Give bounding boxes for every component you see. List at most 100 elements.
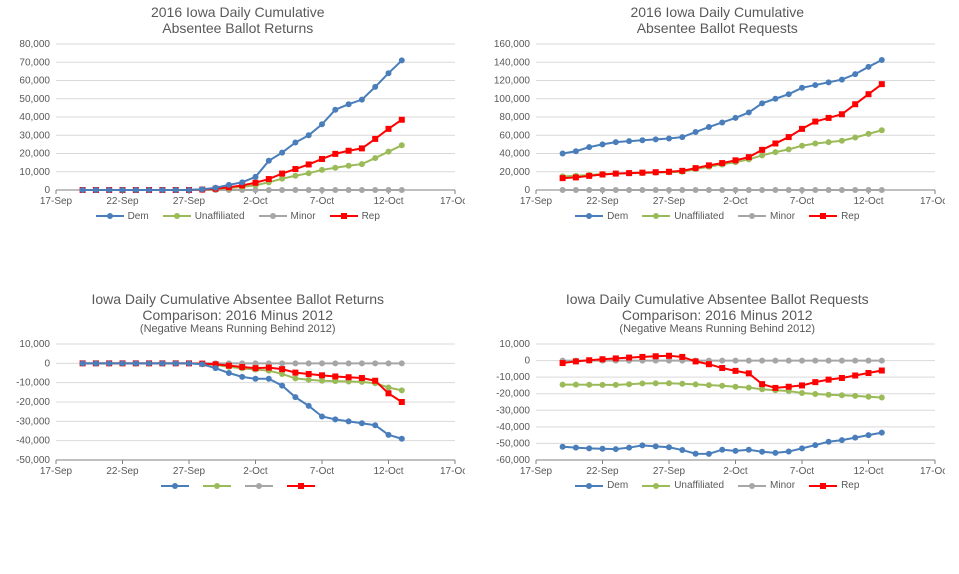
svg-text:7-Oct: 7-Oct [310, 466, 335, 477]
svg-text:12-Oct: 12-Oct [853, 466, 883, 477]
legend-item-minor: Minor [259, 210, 316, 222]
chart-title: 2016 Iowa Daily CumulativeAbsentee Ballo… [486, 4, 950, 36]
svg-text:12-Oct: 12-Oct [373, 466, 403, 477]
chart-title-line: Comparison: 2016 Minus 2012 [6, 307, 470, 323]
svg-text:80,000: 80,000 [19, 39, 50, 50]
legend-item-unaff: Unaffiliated [642, 480, 724, 492]
chart-panel-returnsdiff: Iowa Daily Cumulative Absentee Ballot Re… [0, 287, 480, 574]
svg-text:-50,000: -50,000 [16, 455, 50, 466]
chart-panel-requests2016: 2016 Iowa Daily CumulativeAbsentee Ballo… [480, 0, 959, 287]
svg-text:17-Oct: 17-Oct [919, 196, 944, 207]
svg-text:120,000: 120,000 [493, 76, 530, 87]
legend-item-dem: Dem [575, 210, 628, 222]
legend-swatch-icon [809, 210, 837, 222]
svg-text:0: 0 [524, 185, 530, 196]
legend-item-dem: Dem [96, 210, 149, 222]
svg-text:7-Oct: 7-Oct [789, 196, 814, 207]
svg-text:12-Oct: 12-Oct [853, 196, 883, 207]
legend-swatch-icon [738, 210, 766, 222]
legend-label: Rep [841, 211, 859, 222]
svg-text:-20,000: -20,000 [496, 389, 530, 400]
legend-swatch-icon [203, 480, 231, 492]
legend-item-dem [161, 480, 189, 492]
legend-swatch-icon [575, 480, 603, 492]
svg-text:27-Sep: 27-Sep [173, 196, 206, 207]
plot-svg: -60,000-50,000-40,000-30,000-20,000-10,0… [486, 338, 945, 478]
legend-swatch-icon [96, 210, 124, 222]
legend: Dem Unaffiliated Minor Rep [486, 210, 950, 222]
svg-text:27-Sep: 27-Sep [173, 466, 206, 477]
legend-swatch-icon [809, 480, 837, 492]
legend-swatch-icon [259, 210, 287, 222]
svg-text:-30,000: -30,000 [16, 416, 50, 427]
legend-item-rep [287, 480, 315, 492]
chart-title-line: 2016 Iowa Daily Cumulative [486, 4, 950, 20]
svg-text:17-Sep: 17-Sep [519, 466, 552, 477]
svg-text:2-Oct: 2-Oct [243, 466, 268, 477]
legend-swatch-icon [245, 480, 273, 492]
svg-text:100,000: 100,000 [493, 94, 530, 105]
svg-text:22-Sep: 22-Sep [586, 466, 619, 477]
svg-text:0: 0 [44, 358, 50, 369]
svg-text:22-Sep: 22-Sep [106, 466, 139, 477]
plot-svg: 020,00040,00060,00080,000100,000120,0001… [486, 38, 945, 208]
chart-panel-returns2016: 2016 Iowa Daily CumulativeAbsentee Ballo… [0, 0, 480, 287]
legend-swatch-icon [575, 210, 603, 222]
plot-svg: 010,00020,00030,00040,00050,00060,00070,… [6, 38, 465, 208]
svg-text:80,000: 80,000 [499, 112, 530, 123]
legend-item-minor: Minor [738, 210, 795, 222]
chart-title-line: Absentee Ballot Returns [6, 20, 470, 36]
svg-text:27-Sep: 27-Sep [652, 466, 685, 477]
svg-text:50,000: 50,000 [19, 94, 50, 105]
legend-swatch-icon [287, 480, 315, 492]
svg-text:40,000: 40,000 [19, 112, 50, 123]
chart-title-line: Absentee Ballot Requests [486, 20, 950, 36]
svg-text:20,000: 20,000 [19, 149, 50, 160]
legend-label: Minor [291, 211, 316, 222]
svg-text:0: 0 [524, 355, 530, 366]
legend-swatch-icon [642, 210, 670, 222]
legend-swatch-icon [330, 210, 358, 222]
svg-text:17-Sep: 17-Sep [40, 196, 73, 207]
chart-subtitle-line: (Negative Means Running Behind 2012) [6, 323, 470, 336]
legend: Dem Unaffiliated Minor Rep [486, 480, 950, 492]
chart-subtitle-line: (Negative Means Running Behind 2012) [486, 323, 950, 336]
chart-panel-requestsdiff: Iowa Daily Cumulative Absentee Ballot Re… [480, 287, 959, 574]
chart-title: Iowa Daily Cumulative Absentee Ballot Re… [6, 291, 470, 336]
legend-label: Minor [770, 480, 795, 491]
chart-title-line: 2016 Iowa Daily Cumulative [6, 4, 470, 20]
svg-text:-50,000: -50,000 [496, 438, 530, 449]
chart-title-line: Comparison: 2016 Minus 2012 [486, 307, 950, 323]
svg-text:-10,000: -10,000 [496, 372, 530, 383]
svg-text:22-Sep: 22-Sep [106, 196, 139, 207]
chart-title: 2016 Iowa Daily CumulativeAbsentee Ballo… [6, 4, 470, 36]
svg-text:-30,000: -30,000 [496, 405, 530, 416]
svg-text:12-Oct: 12-Oct [373, 196, 403, 207]
legend-item-minor: Minor [738, 480, 795, 492]
svg-text:0: 0 [44, 185, 50, 196]
svg-text:2-Oct: 2-Oct [723, 196, 748, 207]
svg-text:17-Oct: 17-Oct [919, 466, 944, 477]
legend-item-rep: Rep [330, 210, 380, 222]
svg-text:17-Oct: 17-Oct [440, 466, 465, 477]
svg-text:-10,000: -10,000 [16, 377, 50, 388]
svg-text:30,000: 30,000 [19, 130, 50, 141]
legend-item-rep: Rep [809, 210, 859, 222]
legend-label: Minor [770, 211, 795, 222]
legend-swatch-icon [163, 210, 191, 222]
legend-label: Rep [841, 480, 859, 491]
legend-label: Rep [362, 211, 380, 222]
legend-item-unaff: Unaffiliated [642, 210, 724, 222]
svg-text:17-Oct: 17-Oct [440, 196, 465, 207]
svg-text:20,000: 20,000 [499, 167, 530, 178]
chart-title-line: Iowa Daily Cumulative Absentee Ballot Re… [6, 291, 470, 307]
legend-label: Dem [128, 211, 149, 222]
legend-label: Dem [607, 211, 628, 222]
svg-text:-60,000: -60,000 [496, 455, 530, 466]
svg-text:2-Oct: 2-Oct [243, 196, 268, 207]
svg-text:40,000: 40,000 [499, 149, 530, 160]
svg-text:10,000: 10,000 [19, 339, 50, 350]
legend-label: Dem [607, 480, 628, 491]
svg-text:10,000: 10,000 [499, 339, 530, 350]
chart-title-line: Iowa Daily Cumulative Absentee Ballot Re… [486, 291, 950, 307]
